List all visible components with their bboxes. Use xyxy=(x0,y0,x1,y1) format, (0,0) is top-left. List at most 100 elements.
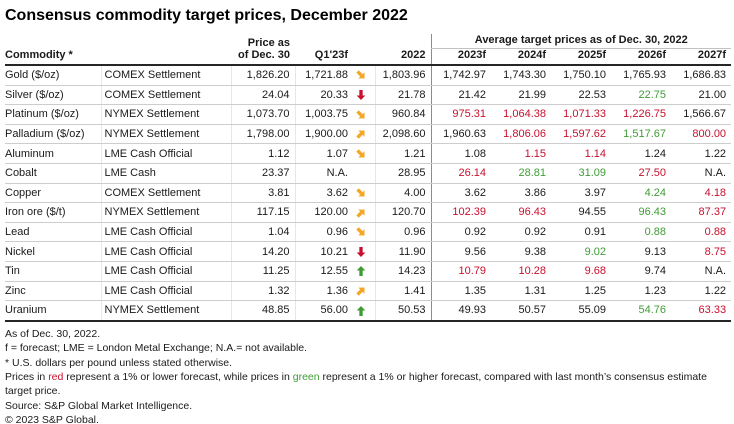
price-value: 1,798.00 xyxy=(230,124,295,145)
forecast-value: 1,064.38 xyxy=(491,104,551,125)
exchange-label: LME Cash xyxy=(100,163,231,184)
q1-forecast-value: 1,003.75 xyxy=(294,104,353,125)
trend-cell xyxy=(353,281,375,302)
forecast-value: 1.22 xyxy=(671,281,732,302)
y2022-value: 4.00 xyxy=(374,183,431,204)
forecast-value: 9.56 xyxy=(430,241,491,262)
q1-forecast-value: 1.36 xyxy=(294,281,353,302)
forecast-value: 10.28 xyxy=(491,261,551,282)
forecast-value: 96.43 xyxy=(491,202,551,223)
price-value: 48.85 xyxy=(230,300,295,322)
exchange-label: NYMEX Settlement xyxy=(100,104,231,125)
forecast-value: 31.09 xyxy=(551,163,611,184)
trend-cell xyxy=(353,65,375,86)
forecast-value: 1.22 xyxy=(671,143,732,164)
forecast-value: 21.99 xyxy=(491,85,551,106)
forecast-value: 21.42 xyxy=(430,85,491,106)
trend-up-right-arrow-icon xyxy=(356,209,365,218)
price-value: 24.04 xyxy=(230,85,295,106)
commodity-label: Palladium ($/oz) xyxy=(5,124,101,145)
table-row: Iron ore ($/t) NYMEX Settlement 117.15 120.… xyxy=(5,202,732,223)
y2022-value: 50.53 xyxy=(374,300,431,322)
forecast-value: 9.13 xyxy=(611,241,671,262)
q1-forecast-value: 12.55 xyxy=(294,261,353,282)
forecast-value: 975.31 xyxy=(430,104,491,125)
forecast-value: 1,071.33 xyxy=(551,104,611,125)
forecast-value: 87.37 xyxy=(671,202,732,223)
table-row: Cobalt LME Cash 23.37 N.A. 28.95 26.14 28.81 31… xyxy=(5,163,732,184)
price-column-header: Price as of Dec. 30 xyxy=(231,34,295,66)
forecast-value: 0.88 xyxy=(611,222,671,243)
trend-cell xyxy=(353,300,375,322)
commodity-label: Iron ore ($/t) xyxy=(5,202,101,223)
forecast-value: 54.76 xyxy=(611,300,671,322)
y2022-value: 28.95 xyxy=(374,163,431,184)
trend-up-arrow-icon xyxy=(356,266,366,277)
forecast-value: 9.74 xyxy=(611,261,671,282)
forecast-value: 1,597.62 xyxy=(551,124,611,145)
q1-forecast-value: 0.96 xyxy=(294,222,353,243)
table-row: Zinc LME Cash Official 1.32 1.36 1.41 1.35 1.3… xyxy=(5,281,732,302)
price-header-line2: of Dec. 30 xyxy=(238,49,290,61)
commodity-label: Platinum ($/oz) xyxy=(5,104,101,125)
forecast-value: 1.25 xyxy=(551,281,611,302)
trend-cell xyxy=(353,241,375,262)
forecast-value: 10.79 xyxy=(430,261,491,282)
q1-forecast-value: N.A. xyxy=(294,163,353,184)
price-value: 1.32 xyxy=(230,281,295,302)
commodity-label: Tin xyxy=(5,261,101,282)
forecast-value: 1.15 xyxy=(491,143,551,164)
forecast-value: 0.92 xyxy=(491,222,551,243)
commodity-label: Aluminum xyxy=(5,143,101,164)
trend-down-right-arrow-icon xyxy=(356,70,365,79)
forecast-value: 26.14 xyxy=(430,163,491,184)
exchange-label: COMEX Settlement xyxy=(100,183,231,204)
forecast-value: 63.33 xyxy=(671,300,732,322)
legend-text: represent a 1% or lower forecast, while … xyxy=(63,370,293,383)
exchange-label: COMEX Settlement xyxy=(100,65,231,86)
exchange-label: LME Cash Official xyxy=(100,281,231,302)
forecast-value: 49.93 xyxy=(430,300,491,322)
q1-forecast-value: 3.62 xyxy=(294,183,353,204)
trend-up-arrow-icon xyxy=(356,305,366,316)
forecast-value: N.A. xyxy=(671,261,732,282)
forecast-value: 4.18 xyxy=(671,183,732,204)
trend-down-right-arrow-icon xyxy=(356,109,365,119)
forecast-value: 1.24 xyxy=(611,143,671,164)
forecast-value: 3.86 xyxy=(491,183,551,204)
price-value: 3.81 xyxy=(230,183,295,204)
y2022-value: 0.96 xyxy=(374,222,431,243)
forecast-value: 8.75 xyxy=(671,241,732,262)
trend-cell xyxy=(353,202,375,223)
legend-text: Prices in xyxy=(5,370,49,383)
forecast-value: 0.88 xyxy=(671,222,732,243)
y2022-value: 1,803.96 xyxy=(374,65,431,86)
table-row: Aluminum LME Cash Official 1.12 1.07 1.21 1.0… xyxy=(5,143,732,164)
commodity-label: Nickel xyxy=(5,241,101,262)
table-row: Uranium NYMEX Settlement 48.85 56.00 50.53 49… xyxy=(5,300,732,322)
trend-cell xyxy=(353,163,375,184)
legend-red-word: red xyxy=(48,370,64,383)
y2022-value: 11.90 xyxy=(374,241,431,262)
table-row: Lead LME Cash Official 1.04 0.96 0.96 0.92 0.9… xyxy=(5,222,732,243)
table-row: Palladium ($/oz) NYMEX Settlement 1,798.00… xyxy=(5,124,732,145)
forecast-year-header: 2025f xyxy=(551,48,611,66)
y2022-column-header: 2022 xyxy=(375,34,431,66)
forecast-value: 1.14 xyxy=(551,143,611,164)
forecast-value: 0.91 xyxy=(551,222,611,243)
price-value: 14.20 xyxy=(230,241,295,262)
trend-up-right-arrow-icon xyxy=(356,287,365,296)
legend-text: represent a 1% or higher forecast, compa… xyxy=(5,370,707,398)
forecast-value: 96.43 xyxy=(611,202,671,223)
forecast-value: 1.35 xyxy=(430,281,491,302)
forecast-value: 1,566.67 xyxy=(671,104,732,125)
q1-forecast-value: 1.07 xyxy=(294,143,353,164)
y2022-value: 1.21 xyxy=(374,143,431,164)
y2022-value: 1.41 xyxy=(374,281,431,302)
price-value: 1,073.70 xyxy=(230,104,295,125)
y2022-value: 2,098.60 xyxy=(374,124,431,145)
forecast-value: 3.97 xyxy=(551,183,611,204)
exchange-label: NYMEX Settlement xyxy=(100,202,231,223)
commodity-label: Copper xyxy=(5,183,101,204)
trend-column-header xyxy=(353,34,375,66)
